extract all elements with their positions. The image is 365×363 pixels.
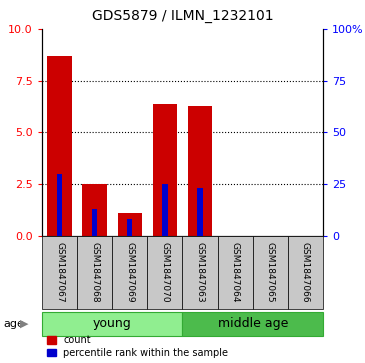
Text: GDS5879 / ILMN_1232101: GDS5879 / ILMN_1232101 <box>92 9 273 23</box>
Bar <box>182 236 218 309</box>
Text: GSM1847067: GSM1847067 <box>55 242 64 302</box>
Bar <box>127 219 132 236</box>
Bar <box>218 236 253 309</box>
Bar <box>92 209 97 236</box>
Bar <box>147 236 182 309</box>
Bar <box>182 312 323 336</box>
Bar <box>253 236 288 309</box>
Bar <box>188 106 212 236</box>
Bar <box>42 312 182 336</box>
Legend: count, percentile rank within the sample: count, percentile rank within the sample <box>47 335 228 358</box>
Text: GSM1847065: GSM1847065 <box>266 242 275 302</box>
Text: GSM1847064: GSM1847064 <box>231 242 240 302</box>
Text: age: age <box>4 319 24 329</box>
Text: GSM1847070: GSM1847070 <box>161 242 169 302</box>
Text: GSM1847063: GSM1847063 <box>196 242 204 302</box>
Bar <box>162 184 168 236</box>
Bar <box>153 103 177 236</box>
Text: young: young <box>93 318 132 330</box>
Bar <box>197 188 203 236</box>
Bar <box>288 236 323 309</box>
Bar <box>112 236 147 309</box>
Text: middle age: middle age <box>218 318 288 330</box>
Bar <box>47 56 72 236</box>
Text: ▶: ▶ <box>20 319 29 329</box>
Text: GSM1847069: GSM1847069 <box>125 242 134 302</box>
Text: GSM1847068: GSM1847068 <box>90 242 99 302</box>
Bar <box>77 236 112 309</box>
Bar <box>57 174 62 236</box>
Bar <box>82 184 107 236</box>
Bar <box>118 213 142 236</box>
Bar <box>42 236 77 309</box>
Text: GSM1847066: GSM1847066 <box>301 242 310 302</box>
